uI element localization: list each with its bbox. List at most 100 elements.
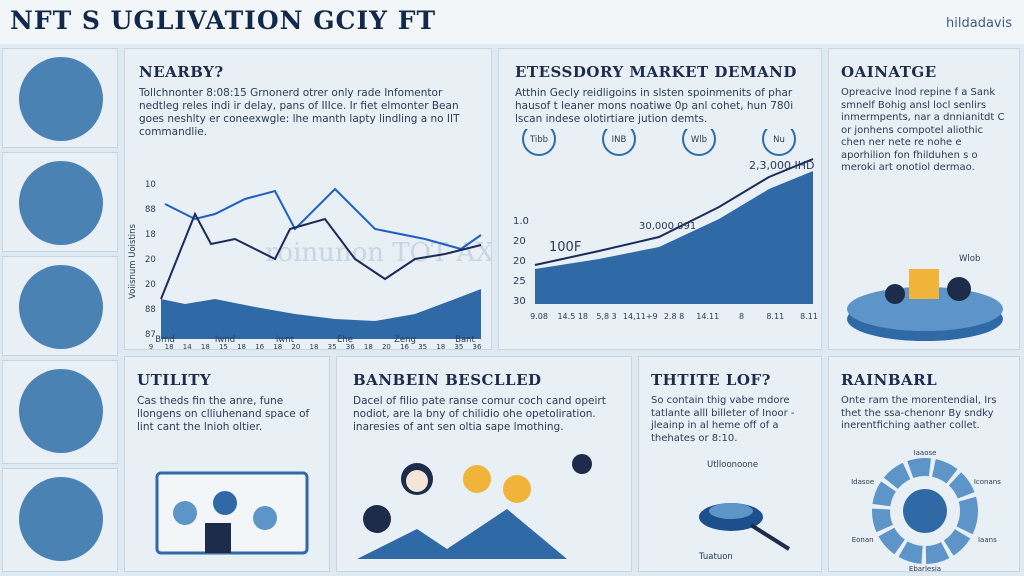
x-tick-number: 18	[273, 343, 282, 349]
panel-market: ETESSDORY MARKET DEMAND Atthin Gecly rei…	[498, 48, 822, 350]
gauge	[682, 129, 716, 156]
gauge	[522, 129, 556, 156]
x-tick-number: 9	[149, 343, 153, 349]
panel-body: Tollchnonter 8:08:15 Grnonerd otrer only…	[139, 87, 460, 138]
x-tick-label: 8.11	[766, 312, 784, 321]
illustration: Utlloonoone Tuatuon	[698, 460, 791, 562]
y-tick-label: 20	[513, 256, 526, 267]
x-tick-label: Bmd	[155, 335, 175, 345]
y-tick-label: 20	[145, 280, 156, 290]
panel-title: ETESSDORY MARKET DEMAND	[515, 63, 797, 81]
y-tick-label: 18	[145, 230, 156, 240]
x-tick-label: 14.11	[696, 312, 719, 321]
sign: Wlob	[959, 254, 980, 264]
annotation: 2,3,000 IHD	[749, 159, 814, 172]
watermark: roinunon TOT AXIE	[265, 238, 492, 268]
icon-disc	[19, 477, 103, 561]
line	[164, 187, 482, 251]
side-icon	[2, 256, 118, 356]
x-tick-number: 18	[165, 343, 174, 349]
brand: hildadavis	[946, 16, 1012, 31]
icon-disc	[19, 265, 103, 349]
gauge-label: Nu	[773, 135, 785, 145]
y-tick-label: 25	[513, 276, 526, 287]
x-tick-number: 35	[328, 343, 337, 349]
y-tick-label: 10	[145, 180, 156, 190]
x-tick-label: 8	[739, 312, 744, 321]
x-tick-number: 18	[237, 343, 246, 349]
ring-label: Idasoe	[851, 478, 874, 486]
gauge	[602, 129, 636, 156]
x-tick-label: 14,11+9	[623, 312, 658, 321]
side-icon	[2, 152, 118, 252]
panel-title: UTILITY	[137, 371, 212, 389]
gauge-label: INB	[612, 135, 627, 145]
panel-body: So contain thig vabe mdore tatlante alll…	[651, 395, 795, 444]
x-tick-number: 16	[400, 343, 409, 349]
y-tick-label: 20	[145, 255, 156, 265]
ring-label: Iaaose	[914, 449, 937, 457]
x-tick-label: 9.08	[530, 312, 548, 321]
gauge-label: Tibb	[529, 135, 548, 145]
footer-label: Tuatuon	[698, 552, 733, 562]
x-tick-number: 16	[255, 343, 264, 349]
ring-illustration: Iaaose Iconans Iaans Ebarlesia Eonan Idasoe	[851, 449, 1001, 571]
illustration	[357, 454, 592, 559]
panel-body: Onte ram the morentendial, Irs thet the …	[841, 395, 997, 431]
panel-title: THTITE LOF?	[651, 371, 771, 389]
side-icon	[2, 468, 118, 572]
y-tick-label: 1.0	[513, 216, 529, 227]
panel-banbein: BANBEIN BESCLLED Dacel of filio pate ran…	[336, 356, 632, 572]
panel-body: Atthin Gecly reidligoins in slsten spoin…	[515, 87, 794, 125]
x-tick-number: 15	[219, 343, 228, 349]
illustration: Wlob	[847, 254, 1003, 341]
x-tick-number: 36	[473, 343, 482, 349]
x-tick-label: 5,8 3	[596, 312, 616, 321]
line-illustration: roinunon TOT AXIE Voiisnum Uoistins 10 88…	[128, 180, 492, 349]
area	[535, 171, 813, 319]
annotation: 100F	[549, 240, 581, 255]
panel-body: Dacel of filio pate ranse comur coch can…	[353, 395, 606, 433]
panel-utility: UTILITY Cas theds fin the anre, fune llo…	[124, 356, 330, 572]
x-tick-label: Ehe	[337, 335, 353, 345]
side-icon	[2, 360, 118, 464]
icon-disc	[19, 57, 103, 141]
x-tick-number: 18	[310, 343, 319, 349]
y-tick-label: 88	[145, 205, 156, 215]
x-tick-number: 36	[346, 343, 355, 349]
panel-title: OAINATGE	[841, 63, 937, 81]
ring-label: Eonan	[852, 536, 874, 544]
side-icon	[2, 48, 118, 148]
ring-label: Iaans	[978, 536, 997, 544]
page-title: NFT S UGLIVATION GCIY FT	[10, 6, 437, 35]
x-tick-label: 2.8 8	[664, 312, 684, 321]
x-tick-label: Iwnd	[215, 335, 235, 345]
x-tick-label: Zeng	[394, 335, 416, 345]
gauge-label: Wlb	[691, 135, 707, 145]
x-tick-label: 8.11	[800, 312, 818, 321]
line	[534, 158, 814, 266]
axis-label: Voiisnum Uoistins	[128, 223, 138, 299]
panel-thtite: THTITE LOF? So contain thig vabe mdore t…	[638, 356, 822, 572]
y-tick-label: 87	[145, 330, 156, 340]
panel-body: Cas theds fin the anre, fune llongens on…	[137, 395, 310, 433]
y-tick-label: 30	[513, 296, 526, 307]
panel-title: BANBEIN BESCLLED	[353, 371, 542, 389]
x-tick-label: Bant	[455, 335, 475, 345]
area	[161, 289, 481, 339]
line	[160, 211, 482, 300]
panel-advantage: OAINATGE Opreacive lnod repine f a Sank …	[828, 48, 1020, 350]
icon-disc	[19, 369, 103, 453]
ring-label: Iconans	[974, 478, 1001, 486]
panel-rainbarl: RAINBARL Onte ram the morentendial, Irs …	[828, 356, 1020, 572]
x-tick-number: 18	[201, 343, 210, 349]
ring-label: Ebarlesia	[909, 565, 941, 571]
x-tick-number: 18	[364, 343, 373, 349]
x-tick-number: 14	[183, 343, 192, 349]
x-tick-number: 35	[454, 343, 463, 349]
caption: Utlloonoone	[707, 460, 758, 470]
panel-nearby: NEARBY? Tollchnonter 8:08:15 Grnonerd ot…	[124, 48, 492, 350]
x-tick-number: 20	[291, 343, 300, 349]
header: NFT S UGLIVATION GCIY FT hildadavis	[0, 0, 1024, 44]
